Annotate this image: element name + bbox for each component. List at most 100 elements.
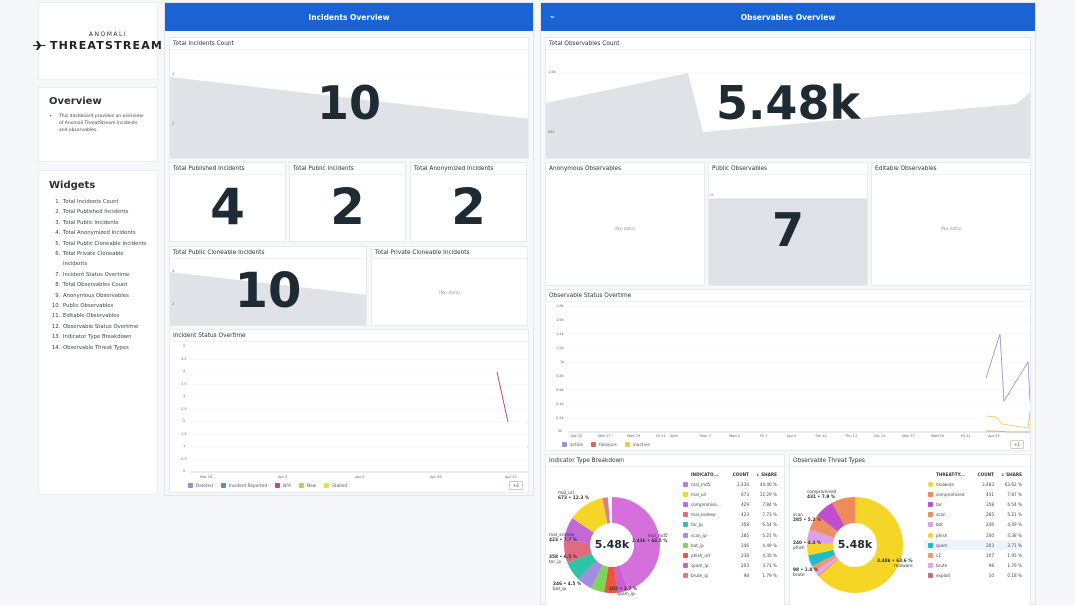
table-row[interactable]: brute 98 1.79 % bbox=[924, 561, 1022, 571]
observables-group-header[interactable]: ⌄ Observables Overview bbox=[541, 3, 1035, 31]
widgets-panel: Widgets Total Incidents Count Total Publ… bbox=[38, 170, 158, 495]
table-row[interactable]: brute_ip 98 1.79 % bbox=[679, 571, 777, 581]
table-row[interactable]: exploit 10 0.18 % bbox=[924, 571, 1022, 581]
widget-title: Total Anonymized Incidents bbox=[411, 163, 526, 175]
legend-item[interactable]: N/A bbox=[275, 483, 291, 489]
editable-observables-widget[interactable]: Editable Observables (No data) bbox=[871, 162, 1031, 286]
x-tick: Wed 5 bbox=[729, 434, 740, 438]
table-row[interactable]: tor_ip 358 6.54 % bbox=[679, 520, 777, 530]
widget-link[interactable]: Editable Observables bbox=[62, 311, 147, 321]
table-row[interactable]: bot_ip 246 4.49 % bbox=[679, 540, 777, 550]
anonymous-observables-widget[interactable]: Anonymous Observables (No data) bbox=[545, 162, 705, 286]
table-row[interactable]: compromised 431 7.87 % bbox=[924, 489, 1022, 499]
widget-title: Anonymous Observables bbox=[546, 163, 704, 175]
observable-status-overtime-widget[interactable]: Observable Status Overtime 1.8k 1.6k 1.4… bbox=[545, 289, 1031, 451]
widget-link[interactable]: Total Public Incidents bbox=[62, 218, 147, 228]
widget-link[interactable]: Anonymous Observables bbox=[62, 291, 147, 301]
indicator-type-breakdown-widget[interactable]: Indicator Type Breakdown 5.48k mal_url 67… bbox=[545, 454, 785, 605]
table-row[interactable]: scan_ip 285 5.21 % bbox=[679, 530, 777, 540]
table-row[interactable]: bot 246 4.49 % bbox=[924, 520, 1022, 530]
published-incidents-widget[interactable]: Total Published Incidents 4 bbox=[169, 162, 286, 242]
widget-link[interactable]: Total Published Incidents bbox=[62, 207, 147, 217]
table-row[interactable]: spam_ip 203 3.71 % bbox=[679, 561, 777, 571]
y-tick: 5 bbox=[183, 344, 186, 348]
table-row[interactable]: phish 240 4.38 % bbox=[924, 530, 1022, 540]
legend-item[interactable]: Stalled bbox=[324, 483, 347, 489]
widget-title: Total Incidents Count bbox=[170, 38, 528, 50]
widget-link[interactable]: Public Observables bbox=[62, 301, 147, 311]
column-header[interactable]: INDICATO... bbox=[691, 471, 719, 477]
x-tick: Wed 29 bbox=[627, 434, 641, 438]
x-tick: Apr 2 bbox=[278, 475, 288, 479]
private-cloneable-widget[interactable]: Total Private Cloneable Incidents (No da… bbox=[371, 246, 528, 326]
column-header-sorted[interactable]: ↓ SHARE bbox=[1001, 471, 1022, 477]
table-row[interactable]: scan 285 5.21 % bbox=[924, 510, 1022, 520]
table-row[interactable]: mal_ssdeep 423 7.73 % bbox=[679, 510, 777, 520]
widget-link[interactable]: Total Public Cloneable Incidents bbox=[62, 239, 147, 249]
anonymized-incidents-widget[interactable]: Total Anonymized Incidents 2 bbox=[410, 162, 527, 242]
legend-item[interactable]: falsepos bbox=[591, 442, 617, 448]
observable-threat-types-widget[interactable]: Observable Threat Types 5.48k compromise… bbox=[789, 454, 1031, 605]
x-tick: Mon 27 bbox=[598, 434, 611, 438]
legend-more-button[interactable]: +6 bbox=[509, 481, 523, 490]
x-tick: Mon 17 bbox=[902, 434, 915, 438]
incidents-group-header[interactable]: Incidents Overview bbox=[165, 3, 533, 31]
big-number: 7 bbox=[771, 203, 804, 257]
widget-link[interactable]: Total Private Cloneable Incidents bbox=[62, 249, 147, 270]
table-row[interactable]: mal_md5 2,434 44.46 % bbox=[679, 479, 777, 489]
legend-item[interactable]: inactive bbox=[624, 442, 650, 448]
table-row[interactable]: tor 358 6.54 % bbox=[924, 499, 1022, 509]
public-cloneable-widget[interactable]: Total Public Cloneable Incidents 4 2 10 bbox=[169, 246, 367, 326]
legend-more-button[interactable]: +1 bbox=[1010, 440, 1024, 449]
observable-status-plot[interactable] bbox=[568, 304, 1030, 434]
widget-title: Total Published Incidents bbox=[170, 163, 285, 175]
column-header-sorted[interactable]: ↓ SHARE bbox=[756, 471, 777, 477]
total-observables-widget[interactable]: Total Observables Count 1.6k 591 5.48k bbox=[545, 37, 1031, 159]
legend-item[interactable]: active bbox=[562, 442, 583, 448]
incidents-header-title: Incidents Overview bbox=[308, 12, 390, 22]
table-row[interactable]: malware 3,483 63.62 % bbox=[924, 479, 1022, 489]
widget-link[interactable]: Total Anonymized Incidents bbox=[62, 228, 147, 238]
legend-item[interactable]: Deleted bbox=[188, 483, 213, 489]
table-row[interactable]: c2 107 1.95 % bbox=[924, 550, 1022, 560]
table-row[interactable]: mal_url 673 12.29 % bbox=[679, 489, 777, 499]
widget-link[interactable]: Observable Status Overtime bbox=[62, 322, 147, 332]
widget-link[interactable]: Observable Threat Types bbox=[62, 343, 147, 353]
widget-title: Total Observables Count bbox=[546, 38, 1030, 50]
public-incidents-widget[interactable]: Total Public Incidents 2 bbox=[289, 162, 406, 242]
column-header[interactable]: COUNT bbox=[732, 471, 749, 477]
x-tick: Fri 31 bbox=[656, 434, 666, 438]
widget-link[interactable]: Total Observables Count bbox=[62, 280, 147, 290]
table-row[interactable]: compromise... 429 7.84 % bbox=[679, 499, 777, 509]
total-incidents-widget[interactable]: Total Incidents Count 4 2 10 bbox=[169, 37, 529, 159]
pie-label: scan 285 • 5.2 % bbox=[793, 513, 822, 523]
table-row-highlighted[interactable]: spam 203 3.71 % bbox=[924, 540, 1022, 551]
legend-item[interactable]: Incident Reported bbox=[220, 483, 267, 489]
widgets-title: Widgets bbox=[49, 180, 96, 191]
chevron-down-icon[interactable]: ⌄ bbox=[549, 11, 556, 20]
y-tick: 1.2k bbox=[556, 346, 564, 350]
pie-label: compromised 431 • 7.9 % bbox=[807, 490, 837, 500]
table-row[interactable]: phish_url 238 4.35 % bbox=[679, 550, 777, 560]
widget-link[interactable]: Incident Status Overtime bbox=[62, 270, 147, 280]
widget-link[interactable]: Total Incidents Count bbox=[62, 197, 147, 207]
widget-title: Total Private Cloneable Incidents bbox=[372, 247, 527, 259]
x-tick: Thu 13 bbox=[845, 434, 858, 438]
y-tick: 1.8k bbox=[556, 304, 564, 308]
big-number: 10 bbox=[316, 76, 381, 130]
threat-types-donut-chart[interactable] bbox=[807, 497, 903, 593]
sparkline-area bbox=[170, 272, 366, 325]
overview-panel: Overview This dashboard provides an over… bbox=[38, 87, 158, 162]
incident-status-plot[interactable] bbox=[190, 344, 528, 474]
incident-status-overtime-widget[interactable]: Incident Status Overtime 5 4.5 4 3.5 3 2… bbox=[169, 329, 529, 493]
widget-link[interactable]: Indicator Type Breakdown bbox=[62, 332, 147, 342]
donut-center-value: 5.48k bbox=[594, 538, 630, 551]
indicator-donut-chart[interactable] bbox=[564, 497, 660, 593]
public-observables-widget[interactable]: Public Observables 2 7 bbox=[708, 162, 868, 286]
column-header[interactable]: THREAT-TY... bbox=[936, 471, 965, 477]
observables-header-title: Observables Overview bbox=[740, 12, 836, 22]
column-header[interactable]: COUNT bbox=[977, 471, 994, 477]
y-tick: 591 bbox=[548, 130, 555, 134]
legend-item[interactable]: New bbox=[298, 483, 316, 489]
y-tick: 1.5 bbox=[181, 432, 187, 436]
